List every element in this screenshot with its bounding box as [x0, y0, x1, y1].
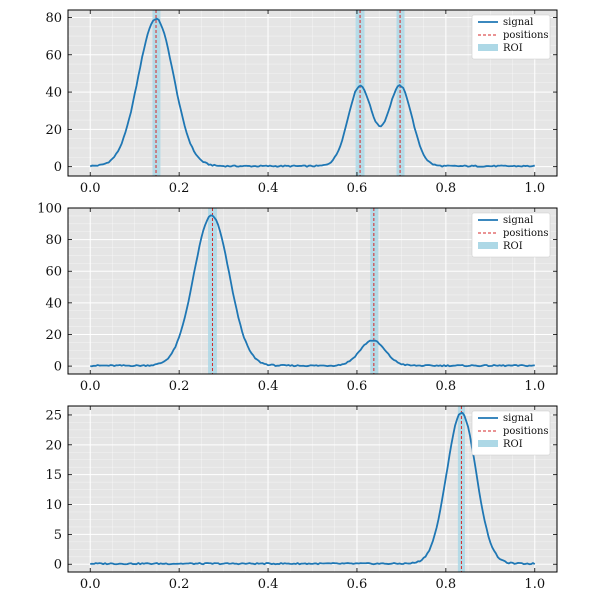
signal-line: [90, 214, 535, 368]
plot-area: [89, 10, 536, 176]
x-tick-label: 0.0: [80, 379, 101, 394]
y-tick-label: 60: [45, 265, 62, 280]
plot-area: [90, 208, 535, 374]
legend: signal positions ROI: [471, 14, 551, 60]
legend-label: signal: [503, 17, 533, 28]
x-tick-label: 0.0: [80, 577, 101, 592]
signal-line: [90, 412, 536, 566]
x-tick-label: 0.8: [436, 181, 457, 196]
y-tick-label: 20: [45, 328, 62, 343]
legend-label: positions: [503, 426, 549, 437]
chart-panel-2: 0.0 0.2 0.4 0.6 0.8 1.0 0 20 40 60 80 100 signal posi…: [37, 202, 558, 394]
legend-label: positions: [503, 228, 549, 239]
y-tick-label: 0: [54, 160, 62, 175]
x-tick-label: 0.0: [80, 181, 101, 196]
legend-label: positions: [503, 30, 549, 41]
x-tick-label: 0.6: [347, 379, 368, 394]
x-tick-label: 0.6: [347, 577, 368, 592]
legend-label: ROI: [503, 43, 523, 54]
axes-frame: [67, 405, 558, 573]
legend: signal positions ROI: [471, 212, 551, 258]
x-tick-label: 0.4: [258, 379, 279, 394]
y-tick-label: 100: [37, 202, 62, 217]
chart-panel-3: 0.0 0.2 0.4 0.6 0.8 1.0 0 5 10 15 20 25 signal positi…: [45, 405, 558, 592]
axes-frame: [67, 9, 558, 177]
legend-roi-swatch: [478, 44, 498, 51]
legend-label: ROI: [503, 439, 523, 450]
y-tick-label: 80: [45, 11, 62, 26]
signal-line: [89, 17, 536, 168]
legend-label: signal: [503, 413, 533, 424]
y-tick-label: 0: [54, 360, 62, 375]
legend-roi-swatch: [478, 242, 498, 249]
x-tick-label: 0.4: [258, 181, 279, 196]
y-tick-label: 40: [45, 86, 62, 101]
chart-panel-1: 0.0 0.2 0.4 0.6 0.8 1.0 0 20 40 60 80 signal positio…: [45, 9, 558, 196]
y-tick-label: 80: [45, 233, 62, 248]
y-tick-label: 25: [45, 408, 62, 423]
y-tick-label: 0: [54, 558, 62, 573]
x-tick-label: 0.2: [169, 379, 190, 394]
roi-band: [396, 10, 405, 176]
y-tick-label: 10: [45, 498, 62, 513]
x-tick-label: 1.0: [524, 577, 545, 592]
y-tick-label: 40: [45, 296, 62, 311]
legend-label: ROI: [503, 241, 523, 252]
x-tick-label: 1.0: [524, 181, 545, 196]
legend-roi-swatch: [478, 440, 498, 447]
x-tick-label: 0.4: [258, 577, 279, 592]
y-tick-label: 20: [45, 438, 62, 453]
roi-band: [152, 10, 161, 176]
x-tick-label: 1.0: [524, 379, 545, 394]
plot-area: [90, 406, 536, 572]
legend-label: signal: [503, 215, 533, 226]
y-tick-label: 15: [45, 468, 62, 483]
x-tick-label: 0.2: [169, 577, 190, 592]
x-tick-label: 0.6: [347, 181, 368, 196]
y-tick-label: 5: [54, 528, 62, 543]
y-tick-label: 60: [45, 48, 62, 63]
x-tick-label: 0.8: [436, 379, 457, 394]
x-tick-label: 0.8: [436, 577, 457, 592]
legend: signal positions ROI: [471, 410, 551, 456]
x-tick-label: 0.2: [169, 181, 190, 196]
roi-band: [355, 10, 365, 176]
axes-frame: [67, 207, 558, 375]
y-tick-label: 20: [45, 123, 62, 138]
